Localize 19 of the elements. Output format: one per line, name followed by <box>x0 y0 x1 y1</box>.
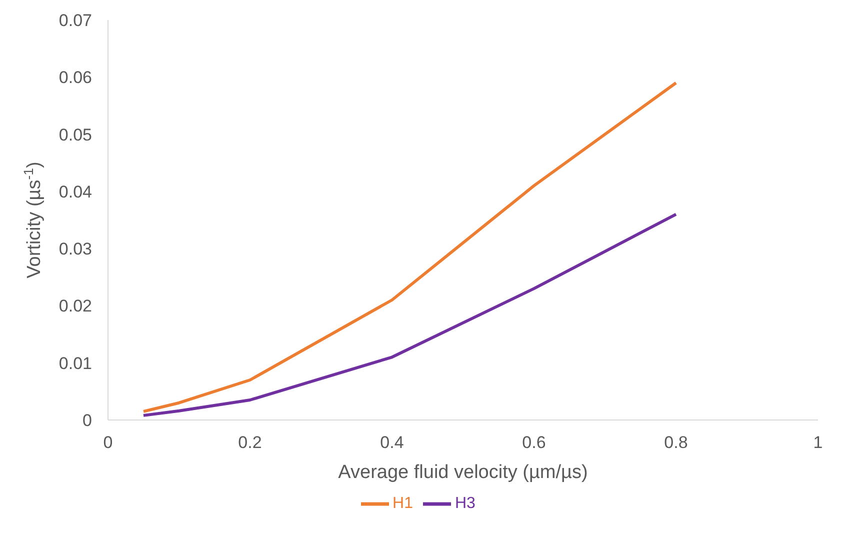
x-tick-label: 0.6 <box>522 433 546 452</box>
line-series <box>142 81 678 413</box>
y-tick-label: 0.05 <box>58 125 92 144</box>
x-tick-label: 0.2 <box>238 433 262 452</box>
y-tick-label: 0 <box>82 411 92 430</box>
line-series <box>142 212 678 417</box>
y-tick-label: 0.04 <box>58 182 92 202</box>
x-tick-label: 1 <box>813 433 823 452</box>
y-tick-label: 0.01 <box>58 354 92 373</box>
legend-label: H1 <box>392 495 413 512</box>
x-tick-label: 0.4 <box>380 433 404 452</box>
legend-label: H3 <box>455 495 476 512</box>
x-tick-label: 0 <box>103 433 113 452</box>
x-tick-label: 0.8 <box>664 433 688 452</box>
x-axis-title: Average fluid velocity (µm/µs) <box>338 462 588 483</box>
y-tick-label: 0.06 <box>58 68 92 88</box>
y-tick-label: 0.07 <box>58 11 92 30</box>
y-tick-label: 0.02 <box>58 296 92 316</box>
y-tick-label: 0.03 <box>58 240 92 259</box>
